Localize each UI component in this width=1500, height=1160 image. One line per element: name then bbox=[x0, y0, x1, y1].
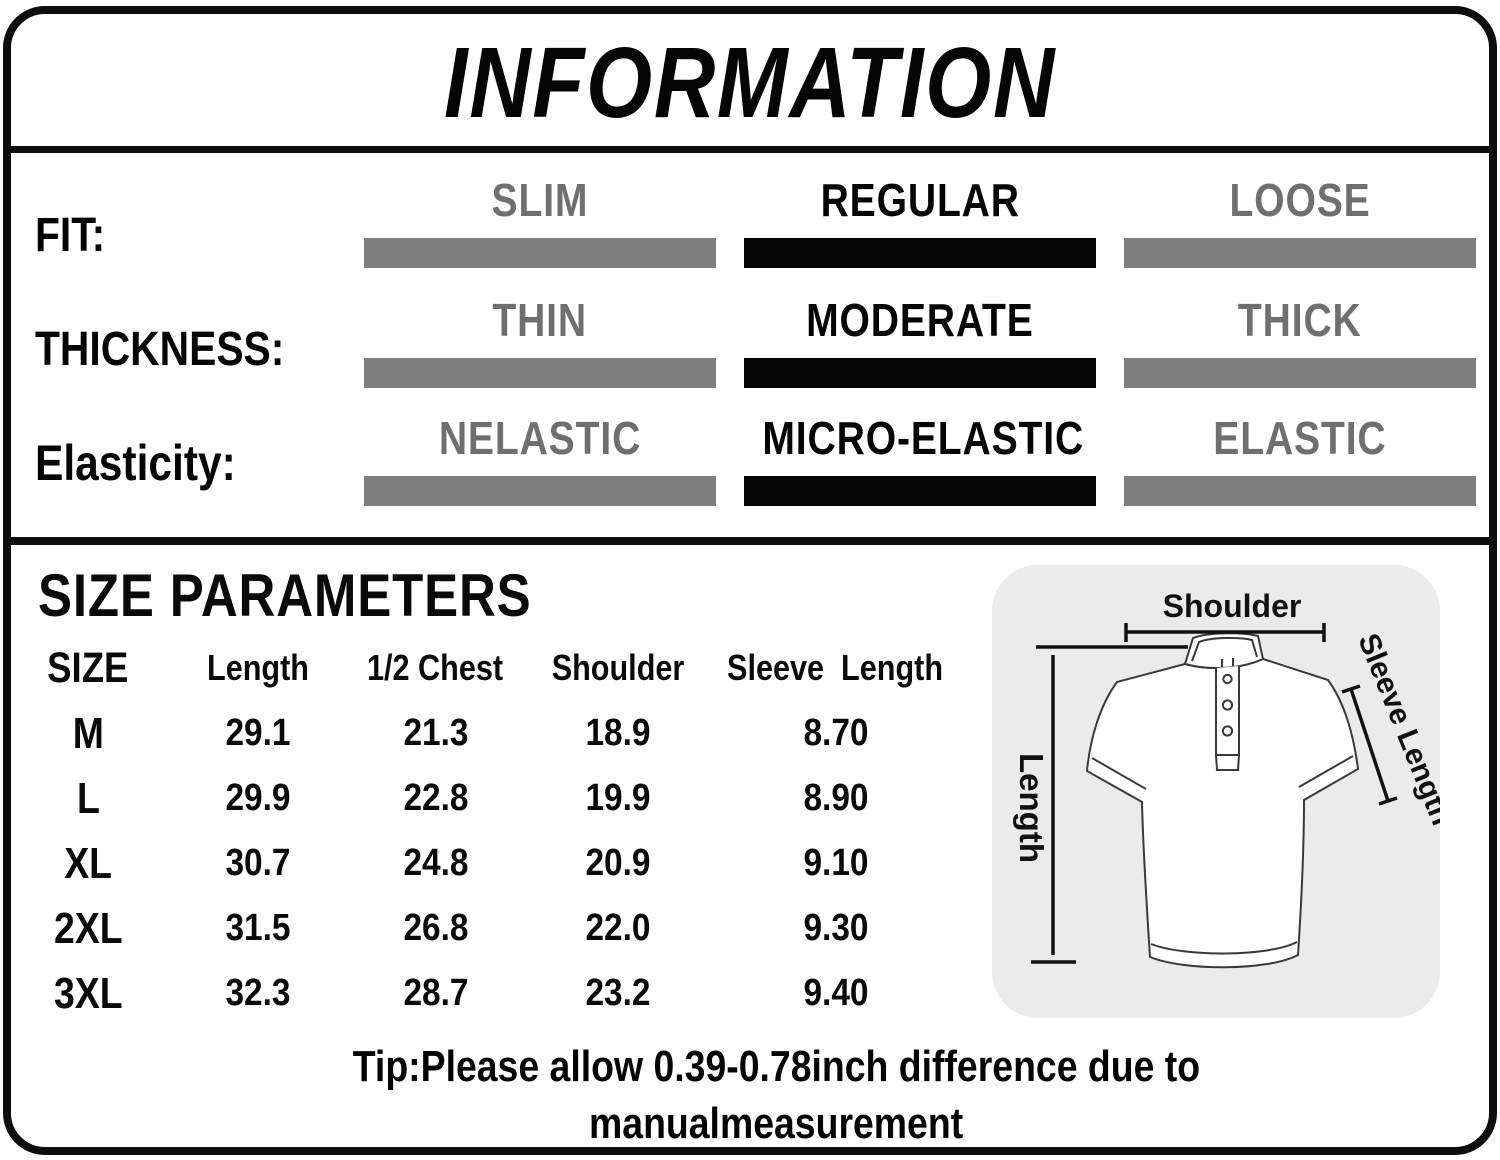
option-bar bbox=[744, 238, 1096, 268]
table-value: 18.9 bbox=[585, 712, 651, 754]
elasticity-option-elastic: ELASTIC bbox=[1114, 406, 1486, 506]
table-value: 28.7 bbox=[402, 972, 469, 1014]
option-bar bbox=[364, 358, 716, 388]
option-bar bbox=[364, 476, 716, 506]
table-value: 20.9 bbox=[585, 842, 651, 884]
option-label: LOOSE bbox=[1229, 174, 1371, 226]
table-value: 9.30 bbox=[802, 907, 869, 949]
table-value: 8.70 bbox=[802, 712, 869, 754]
measurement-diagram-panel: Shoulder Length Sleeve Length bbox=[992, 565, 1440, 1018]
option-label: NELASTIC bbox=[438, 412, 642, 464]
table-value: 24.8 bbox=[402, 842, 469, 884]
size-table: SIZE Length 1/2 Chest Shoulder Sleeve Le… bbox=[8, 636, 958, 1026]
shirt-measurement-diagram: Shoulder Length Sleeve Length bbox=[1013, 588, 1440, 969]
outer-border bbox=[3, 6, 1497, 1155]
table-value: 21.3 bbox=[402, 712, 469, 754]
table-value: 9.40 bbox=[802, 972, 869, 1014]
option-label: THICK bbox=[1238, 294, 1362, 346]
table-value: 29.1 bbox=[225, 712, 291, 754]
col-header-sleeve-length: Sleeve Length bbox=[727, 647, 944, 688]
page-title-text: INFORMATION bbox=[443, 27, 1057, 139]
table-value: 26.8 bbox=[402, 907, 469, 949]
thickness-row-label: THICKNESS: bbox=[35, 323, 285, 376]
section-divider-bottom bbox=[8, 537, 1492, 545]
shoulder-measure-label: Shoulder bbox=[1163, 588, 1302, 624]
fit-option-slim: SLIM bbox=[354, 168, 726, 268]
table-value: 29.9 bbox=[225, 777, 291, 819]
page-title: INFORMATION bbox=[0, 28, 1500, 138]
col-header-length: Length bbox=[206, 647, 309, 688]
elasticity-row-label: Elasticity: bbox=[35, 435, 236, 491]
elasticity-option-micro-elastic: MICRO-ELASTIC bbox=[734, 406, 1106, 506]
table-value: 31.5 bbox=[225, 907, 291, 949]
option-bar bbox=[364, 238, 716, 268]
measurement-tip: Tip:Please allow 0.39-0.78inch differenc… bbox=[65, 1038, 1488, 1152]
option-label: ELASTIC bbox=[1213, 412, 1387, 464]
size-label: 2XL bbox=[53, 903, 123, 953]
size-label: XL bbox=[64, 838, 112, 888]
col-header-half-chest: 1/2 Chest bbox=[367, 647, 504, 688]
col-header-shoulder: Shoulder bbox=[551, 647, 685, 688]
option-label: SLIM bbox=[491, 174, 589, 226]
option-bar bbox=[1124, 358, 1476, 388]
table-value: 32.3 bbox=[225, 972, 291, 1014]
fit-option-regular: REGULAR bbox=[734, 168, 1106, 268]
option-label: MODERATE bbox=[806, 294, 1034, 346]
thickness-option-moderate: MODERATE bbox=[734, 288, 1106, 388]
fit-row-label: FIT: bbox=[35, 209, 106, 262]
size-label: L bbox=[76, 773, 100, 823]
option-bar bbox=[744, 358, 1096, 388]
size-label: M bbox=[72, 708, 104, 758]
elasticity-option-nelastic: NELASTIC bbox=[354, 406, 726, 506]
section-divider-top bbox=[8, 146, 1492, 153]
table-value: 9.10 bbox=[802, 842, 869, 884]
option-bar bbox=[1124, 238, 1476, 268]
tip-line-1: Tip:Please allow 0.39-0.78inch differenc… bbox=[352, 1042, 1201, 1091]
length-measure-label: Length bbox=[1013, 753, 1050, 863]
col-header-size: SIZE bbox=[47, 643, 129, 692]
option-label: THIN bbox=[492, 294, 588, 346]
thickness-option-thick: THICK bbox=[1114, 288, 1486, 388]
table-value: 22.0 bbox=[585, 907, 651, 949]
thickness-option-thin: THIN bbox=[354, 288, 726, 388]
size-label: 3XL bbox=[53, 968, 123, 1018]
fit-option-loose: LOOSE bbox=[1114, 168, 1486, 268]
size-parameters-title: SIZE PARAMETERS bbox=[38, 562, 532, 629]
measure-lines bbox=[1031, 623, 1398, 964]
option-label: MICRO-ELASTIC bbox=[762, 412, 1085, 464]
table-value: 23.2 bbox=[585, 972, 651, 1014]
table-value: 30.7 bbox=[225, 842, 291, 884]
option-bar bbox=[1124, 476, 1476, 506]
option-label: REGULAR bbox=[820, 174, 1020, 226]
table-value: 22.8 bbox=[402, 777, 469, 819]
table-value: 19.9 bbox=[585, 777, 651, 819]
table-value: 8.90 bbox=[802, 777, 869, 819]
tip-line-2: manualmeasurement bbox=[589, 1099, 964, 1148]
option-bar bbox=[744, 476, 1096, 506]
